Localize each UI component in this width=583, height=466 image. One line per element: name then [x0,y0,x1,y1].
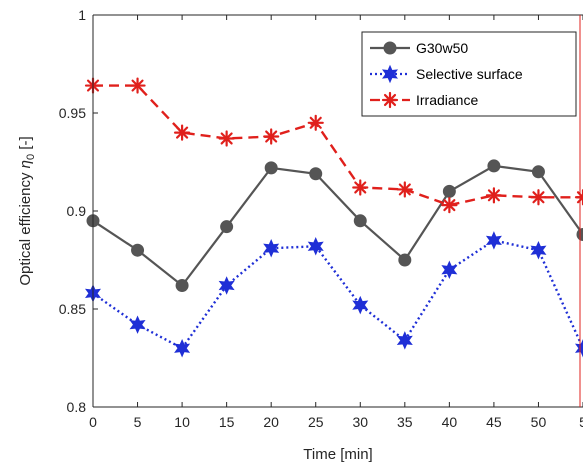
y-tick-label: 0.85 [59,301,86,317]
x-tick-label: 5 [579,414,583,430]
data-point [485,187,503,204]
series-2 [84,77,583,214]
data-point [129,315,146,334]
data-point [218,276,235,295]
data-point [129,77,146,94]
series-0 [86,159,583,292]
y-axis-title-suffix: [-] [17,136,34,154]
data-point [530,240,547,260]
legend: G30w50 Selective surface Irradiance [361,31,577,117]
data-point [218,130,235,147]
legend-box [361,31,577,117]
legend-marker [381,64,399,84]
legend-marker [383,41,397,55]
y-axis-title-subscript: 0 [25,154,37,160]
data-point [441,197,458,214]
data-point [264,161,278,175]
data-point [441,260,458,280]
x-tick-label: 40 [442,414,458,430]
data-point [263,128,280,145]
series-1 [84,231,583,358]
x-tick-label: 50 [531,414,547,430]
data-point [398,253,412,267]
data-point [396,331,413,350]
data-point [531,165,545,179]
y-axis-title: Optical efficiency η0 [-] [17,136,37,285]
x-tick-label: 25 [308,414,324,430]
data-point [174,338,191,358]
x-tick-label: 30 [352,414,368,430]
data-point [175,278,189,292]
x-tick-label: 35 [397,414,413,430]
ticks-layer: 0 5 10 15 20 25 30 35 40 45 50 5 0.8 0.85 0.9 0.95 1 [59,7,583,430]
legend-marker [381,91,399,109]
axes-layer [92,14,583,408]
y-axis-title-prefix: Optical efficiency [17,168,34,285]
data-point [442,184,456,198]
data-point [485,231,502,250]
y-axis-title-symbol: η [17,160,34,168]
data-point [352,295,369,315]
data-point [263,238,280,258]
legend-label: Irradiance [416,92,478,108]
data-point [307,114,324,131]
y-tick-label: 1 [78,7,86,23]
data-point [396,181,413,198]
data-point [352,179,369,196]
data-point [309,167,323,181]
x-tick-label: 5 [134,414,142,430]
series-layer [84,77,583,358]
data-point [487,159,501,173]
y-tick-label: 0.8 [67,399,87,415]
x-tick-label: 45 [486,414,502,430]
y-tick-label: 0.9 [67,203,87,219]
data-point [353,214,367,228]
x-tick-label: 20 [263,414,279,430]
series-line [92,164,583,288]
data-point [220,220,234,234]
data-point [307,237,324,256]
x-tick-label: 15 [219,414,235,430]
x-tick-label: 0 [89,414,97,430]
x-axis-title: Time [min] [303,446,372,463]
data-point [131,243,145,257]
x-tick-label: 10 [174,414,190,430]
legend-label: Selective surface [416,66,523,82]
data-point [173,124,191,141]
data-point [530,189,547,206]
legend-label: G30w50 [416,40,468,56]
y-tick-label: 0.95 [59,105,86,121]
